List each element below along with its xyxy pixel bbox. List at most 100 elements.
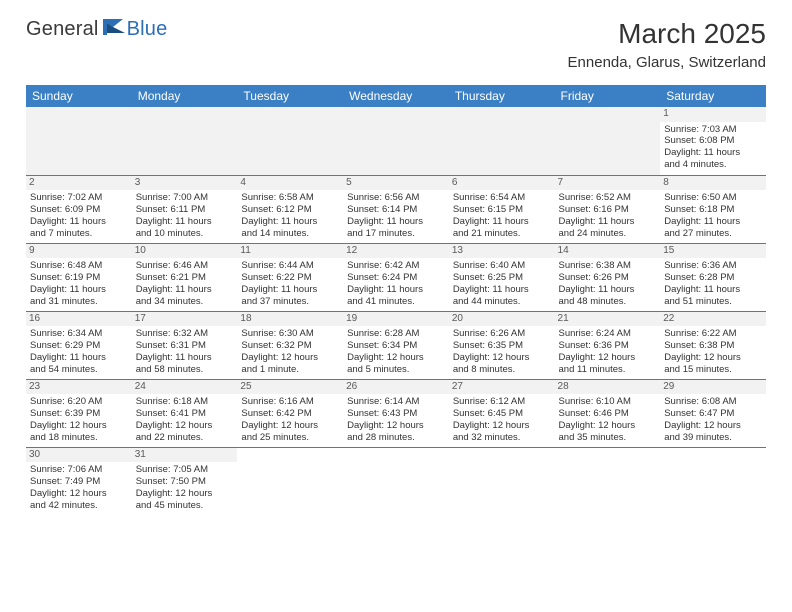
sunrise-text: Sunrise: 6:28 AM <box>347 328 445 340</box>
day-number: 10 <box>132 244 238 259</box>
sunset-text: Sunset: 6:42 PM <box>241 408 339 420</box>
daylight-text: and 31 minutes. <box>30 296 128 308</box>
day-number: 28 <box>555 380 661 395</box>
calendar-day-cell: 2Sunrise: 7:02 AMSunset: 6:09 PMDaylight… <box>26 175 132 243</box>
day-number: 21 <box>555 312 661 327</box>
calendar-day-cell: 27Sunrise: 6:12 AMSunset: 6:45 PMDayligh… <box>449 379 555 447</box>
daylight-text: and 58 minutes. <box>136 364 234 376</box>
calendar-day-cell: 25Sunrise: 6:16 AMSunset: 6:42 PMDayligh… <box>237 379 343 447</box>
daylight-text: and 41 minutes. <box>347 296 445 308</box>
daylight-text: and 15 minutes. <box>664 364 762 376</box>
calendar-day-cell: 19Sunrise: 6:28 AMSunset: 6:34 PMDayligh… <box>343 311 449 379</box>
daylight-text: and 21 minutes. <box>453 228 551 240</box>
weekday-header: Wednesday <box>343 85 449 107</box>
daylight-text: and 7 minutes. <box>30 228 128 240</box>
daylight-text: and 1 minute. <box>241 364 339 376</box>
daylight-text: Daylight: 11 hours <box>136 284 234 296</box>
daylight-text: and 37 minutes. <box>241 296 339 308</box>
day-number: 3 <box>132 176 238 191</box>
sunrise-text: Sunrise: 7:06 AM <box>30 464 128 476</box>
calendar-empty-cell <box>26 107 132 175</box>
calendar-week-row: 1Sunrise: 7:03 AMSunset: 6:08 PMDaylight… <box>26 107 766 175</box>
day-number: 24 <box>132 380 238 395</box>
weekday-header: Friday <box>555 85 661 107</box>
sunrise-text: Sunrise: 6:16 AM <box>241 396 339 408</box>
day-number: 31 <box>132 448 238 463</box>
day-number: 12 <box>343 244 449 259</box>
daylight-text: Daylight: 12 hours <box>347 352 445 364</box>
calendar-day-cell: 5Sunrise: 6:56 AMSunset: 6:14 PMDaylight… <box>343 175 449 243</box>
calendar-day-cell: 7Sunrise: 6:52 AMSunset: 6:16 PMDaylight… <box>555 175 661 243</box>
daylight-text: Daylight: 11 hours <box>241 216 339 228</box>
day-number: 17 <box>132 312 238 327</box>
daylight-text: and 4 minutes. <box>664 159 762 171</box>
day-number: 23 <box>26 380 132 395</box>
calendar-day-cell: 14Sunrise: 6:38 AMSunset: 6:26 PMDayligh… <box>555 243 661 311</box>
sunrise-text: Sunrise: 6:20 AM <box>30 396 128 408</box>
daylight-text: and 42 minutes. <box>30 500 128 512</box>
daylight-text: Daylight: 12 hours <box>453 420 551 432</box>
daylight-text: Daylight: 12 hours <box>136 420 234 432</box>
daylight-text: Daylight: 12 hours <box>559 420 657 432</box>
sunrise-text: Sunrise: 6:52 AM <box>559 192 657 204</box>
day-number: 26 <box>343 380 449 395</box>
day-number: 27 <box>449 380 555 395</box>
daylight-text: and 11 minutes. <box>559 364 657 376</box>
daylight-text: and 35 minutes. <box>559 432 657 444</box>
sunset-text: Sunset: 6:38 PM <box>664 340 762 352</box>
sunset-text: Sunset: 6:21 PM <box>136 272 234 284</box>
header: General Blue March 2025 Ennenda, Glarus,… <box>26 18 766 71</box>
day-number: 29 <box>660 380 766 395</box>
calendar-week-row: 16Sunrise: 6:34 AMSunset: 6:29 PMDayligh… <box>26 311 766 379</box>
sunrise-text: Sunrise: 7:03 AM <box>664 124 762 136</box>
sunrise-text: Sunrise: 6:46 AM <box>136 260 234 272</box>
day-number: 25 <box>237 380 343 395</box>
daylight-text: Daylight: 12 hours <box>664 352 762 364</box>
sunrise-text: Sunrise: 7:05 AM <box>136 464 234 476</box>
sunset-text: Sunset: 6:29 PM <box>30 340 128 352</box>
calendar-day-cell: 20Sunrise: 6:26 AMSunset: 6:35 PMDayligh… <box>449 311 555 379</box>
daylight-text: Daylight: 12 hours <box>30 488 128 500</box>
weekday-header: Tuesday <box>237 85 343 107</box>
sunset-text: Sunset: 6:35 PM <box>453 340 551 352</box>
daylight-text: Daylight: 12 hours <box>136 488 234 500</box>
calendar-empty-cell <box>343 447 449 515</box>
calendar-day-cell: 9Sunrise: 6:48 AMSunset: 6:19 PMDaylight… <box>26 243 132 311</box>
sunrise-text: Sunrise: 6:50 AM <box>664 192 762 204</box>
sunset-text: Sunset: 6:34 PM <box>347 340 445 352</box>
day-number: 18 <box>237 312 343 327</box>
daylight-text: Daylight: 11 hours <box>347 284 445 296</box>
daylight-text: Daylight: 11 hours <box>30 352 128 364</box>
calendar-week-row: 30Sunrise: 7:06 AMSunset: 7:49 PMDayligh… <box>26 447 766 515</box>
sunrise-text: Sunrise: 6:18 AM <box>136 396 234 408</box>
logo-text-blue: Blue <box>127 18 168 41</box>
sunset-text: Sunset: 7:50 PM <box>136 476 234 488</box>
sunset-text: Sunset: 6:11 PM <box>136 204 234 216</box>
daylight-text: and 45 minutes. <box>136 500 234 512</box>
sunrise-text: Sunrise: 6:44 AM <box>241 260 339 272</box>
sunset-text: Sunset: 6:18 PM <box>664 204 762 216</box>
calendar-empty-cell <box>132 107 238 175</box>
calendar-table: SundayMondayTuesdayWednesdayThursdayFrid… <box>26 85 766 515</box>
title-block: March 2025 Ennenda, Glarus, Switzerland <box>568 18 766 71</box>
sunrise-text: Sunrise: 6:14 AM <box>347 396 445 408</box>
day-number: 13 <box>449 244 555 259</box>
day-number: 15 <box>660 244 766 259</box>
sunrise-text: Sunrise: 7:00 AM <box>136 192 234 204</box>
daylight-text: Daylight: 11 hours <box>559 284 657 296</box>
day-number: 1 <box>660 107 766 122</box>
daylight-text: and 25 minutes. <box>241 432 339 444</box>
calendar-day-cell: 10Sunrise: 6:46 AMSunset: 6:21 PMDayligh… <box>132 243 238 311</box>
daylight-text: and 48 minutes. <box>559 296 657 308</box>
sunset-text: Sunset: 6:32 PM <box>241 340 339 352</box>
sunrise-text: Sunrise: 6:40 AM <box>453 260 551 272</box>
calendar-day-cell: 26Sunrise: 6:14 AMSunset: 6:43 PMDayligh… <box>343 379 449 447</box>
sunset-text: Sunset: 6:19 PM <box>30 272 128 284</box>
calendar-day-cell: 18Sunrise: 6:30 AMSunset: 6:32 PMDayligh… <box>237 311 343 379</box>
daylight-text: and 51 minutes. <box>664 296 762 308</box>
daylight-text: and 32 minutes. <box>453 432 551 444</box>
daylight-text: and 18 minutes. <box>30 432 128 444</box>
sunset-text: Sunset: 6:24 PM <box>347 272 445 284</box>
weekday-header: Sunday <box>26 85 132 107</box>
sunset-text: Sunset: 7:49 PM <box>30 476 128 488</box>
